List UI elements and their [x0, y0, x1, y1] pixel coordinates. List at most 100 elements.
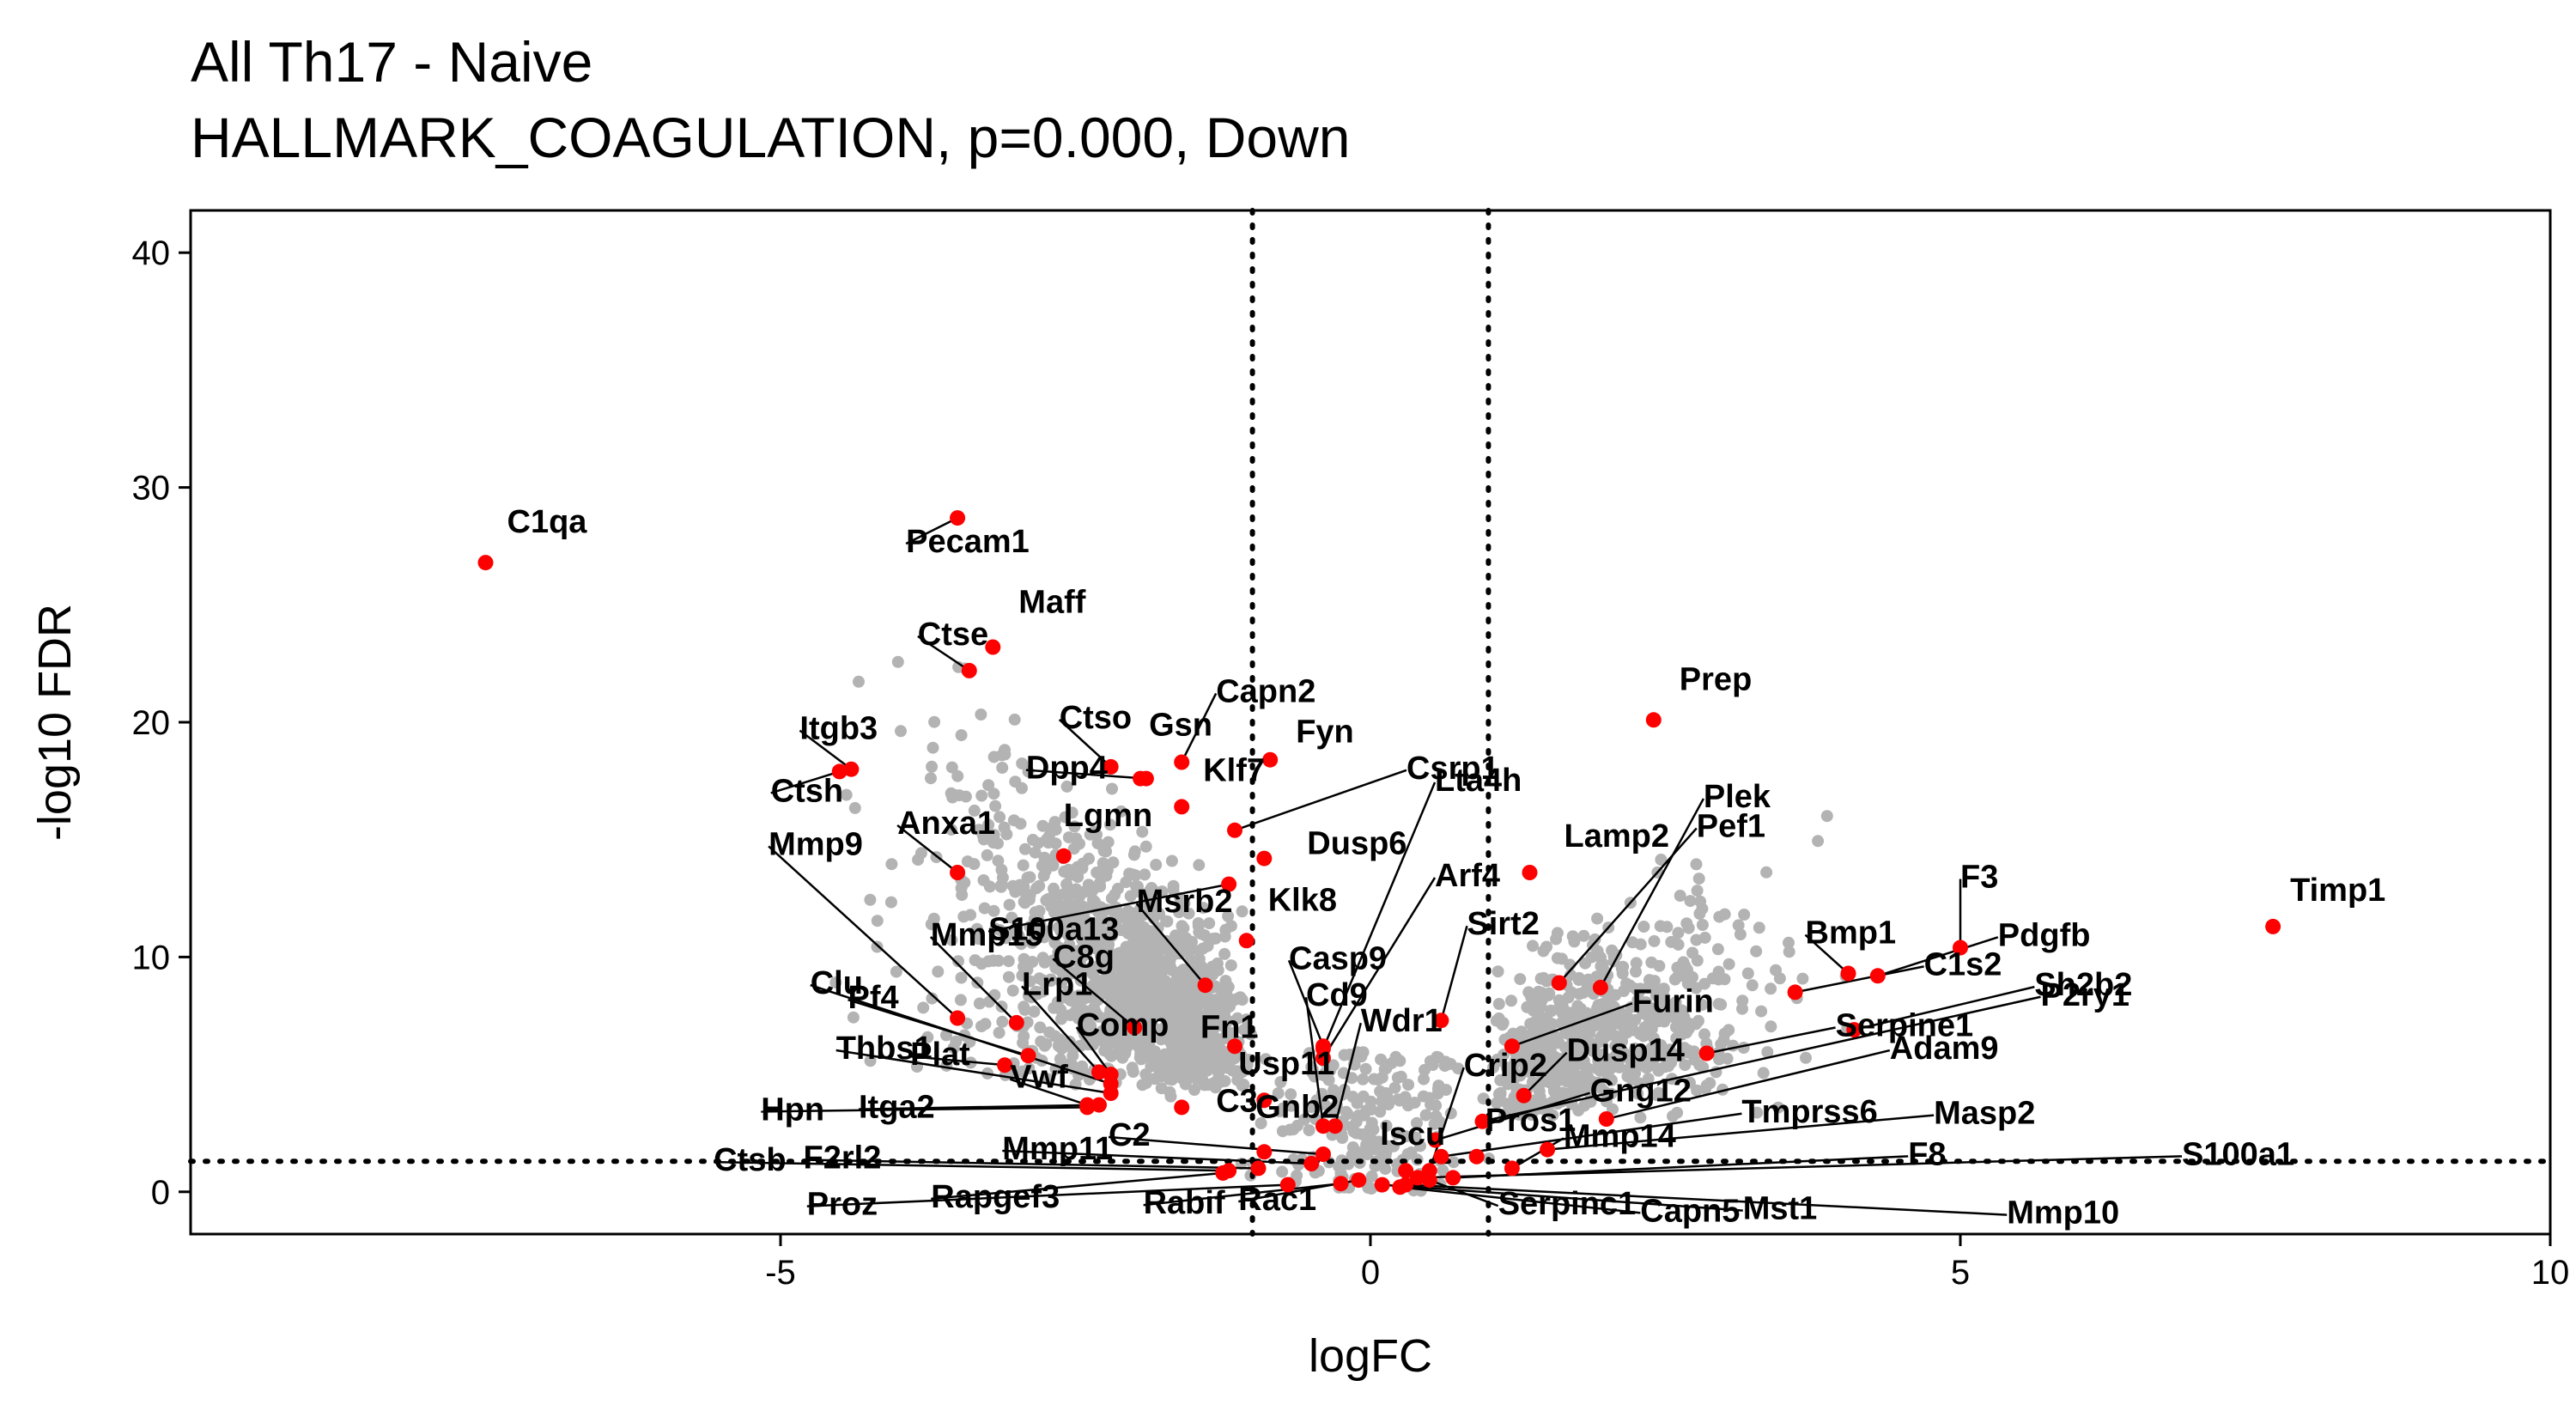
- background-point: [1757, 1067, 1770, 1079]
- background-point: [956, 889, 969, 902]
- background-point: [1505, 994, 1517, 1007]
- background-point: [1591, 912, 1604, 925]
- background-point: [1303, 1124, 1315, 1137]
- background-point: [1128, 845, 1141, 858]
- background-point: [1072, 989, 1085, 1002]
- leader-line-hpn: [761, 1106, 1088, 1113]
- background-point: [1573, 1025, 1586, 1037]
- background-point: [1631, 1045, 1644, 1058]
- gene-point-tmprss6: [1433, 1148, 1449, 1165]
- leader-line-rabif: [1143, 1182, 1341, 1207]
- background-point: [1097, 1035, 1109, 1048]
- background-point: [891, 655, 904, 668]
- gene-label-c8g: C8g: [1053, 939, 1115, 975]
- leader-line-dusp14: [1522, 1051, 1568, 1097]
- background-point: [973, 997, 986, 1010]
- leader-line-mmp9: [768, 845, 958, 1019]
- background-point: [1124, 988, 1137, 1000]
- x-tick-label: -5: [765, 1254, 796, 1292]
- gene-point-gnb2: [1256, 1144, 1273, 1160]
- background-point: [1048, 1030, 1061, 1043]
- background-point: [1064, 868, 1077, 881]
- background-point: [1006, 984, 1019, 997]
- background-point: [1231, 1012, 1244, 1025]
- gene-point-adam9: [1598, 1111, 1614, 1127]
- gene-label-pdgfb: Pdgfb: [1998, 917, 2091, 953]
- background-point: [1088, 1001, 1100, 1014]
- background-point: [1014, 818, 1027, 830]
- background-point: [1433, 1116, 1446, 1128]
- background-point: [1690, 858, 1703, 871]
- leader-line-rapgef3: [931, 1171, 1224, 1201]
- gene-point-fn1: [1227, 1038, 1242, 1055]
- gene-label-mst1: Mst1: [1743, 1191, 1818, 1227]
- background-point: [1662, 1058, 1674, 1071]
- gene-label-usp11: Usp11: [1238, 1046, 1334, 1082]
- background-point: [1008, 713, 1021, 726]
- background-point: [1418, 1073, 1430, 1086]
- background-point: [1017, 859, 1030, 872]
- gene-label-s100a13: S100a13: [988, 912, 1119, 948]
- gene-label-ctse: Ctse: [918, 617, 988, 653]
- gene-point-comp: [1103, 1067, 1119, 1083]
- background-point: [976, 829, 989, 842]
- background-point: [1134, 1034, 1146, 1047]
- gene-point-vwf: [1079, 1097, 1096, 1113]
- gene-point-serpine1: [1698, 1045, 1715, 1061]
- background-point: [1375, 1142, 1388, 1155]
- background-point: [1062, 955, 1075, 968]
- background-point: [1155, 1082, 1168, 1095]
- background-point: [1552, 994, 1565, 1006]
- gene-label-mmp9: Mmp9: [769, 827, 863, 863]
- background-point: [1197, 902, 1210, 915]
- background-point: [871, 940, 884, 953]
- background-point: [1594, 1064, 1607, 1077]
- leader-line-csrp1: [1234, 769, 1407, 831]
- background-point: [1222, 909, 1235, 922]
- background-point: [1661, 921, 1674, 934]
- background-point: [890, 965, 902, 978]
- gene-label-comp: Comp: [1077, 1007, 1170, 1043]
- background-point: [1741, 967, 1754, 980]
- background-point: [1230, 1065, 1243, 1078]
- background-point: [983, 880, 996, 893]
- background-point: [1594, 1053, 1607, 1066]
- background-point: [1059, 811, 1072, 824]
- background-point: [1664, 999, 1677, 1012]
- background-point: [1619, 1025, 1631, 1037]
- background-point: [1182, 907, 1195, 920]
- background-point: [1711, 943, 1724, 956]
- background-point: [945, 761, 958, 774]
- gene-point-capn2: [1174, 754, 1190, 770]
- gene-point-mmp15: [1008, 1014, 1024, 1031]
- gene-label-lrp1: Lrp1: [1022, 966, 1092, 1002]
- leader-line-s100a13: [987, 883, 1230, 933]
- background-point: [1409, 1131, 1422, 1144]
- background-point: [987, 751, 1000, 763]
- background-point: [1094, 923, 1107, 936]
- background-point: [1662, 1049, 1674, 1062]
- background-point: [1529, 1061, 1542, 1073]
- leader-line-itgb3: [799, 729, 853, 770]
- background-point: [1170, 929, 1182, 942]
- background-point: [1121, 1034, 1134, 1047]
- background-point: [952, 955, 964, 968]
- background-point: [1492, 965, 1504, 978]
- gene-point-fyn: [1262, 751, 1279, 768]
- background-point: [1684, 1076, 1696, 1089]
- background-point: [1026, 926, 1039, 939]
- gene-point-c1qa: [477, 555, 494, 571]
- background-point: [1525, 991, 1538, 1004]
- background-point: [1053, 906, 1066, 919]
- gene-point-serpinc1: [1421, 1172, 1437, 1189]
- background-point: [1207, 1047, 1220, 1060]
- gene-point-sirt2: [1433, 1013, 1449, 1029]
- x-tick-label: 0: [1361, 1254, 1380, 1292]
- background-point: [925, 918, 938, 931]
- gene-point-casp9: [1315, 1038, 1331, 1055]
- background-point: [1500, 1061, 1513, 1074]
- background-point: [1812, 835, 1825, 848]
- gene-label-gsn: Gsn: [1149, 708, 1212, 744]
- background-point: [1336, 1132, 1349, 1144]
- background-point: [1067, 886, 1079, 899]
